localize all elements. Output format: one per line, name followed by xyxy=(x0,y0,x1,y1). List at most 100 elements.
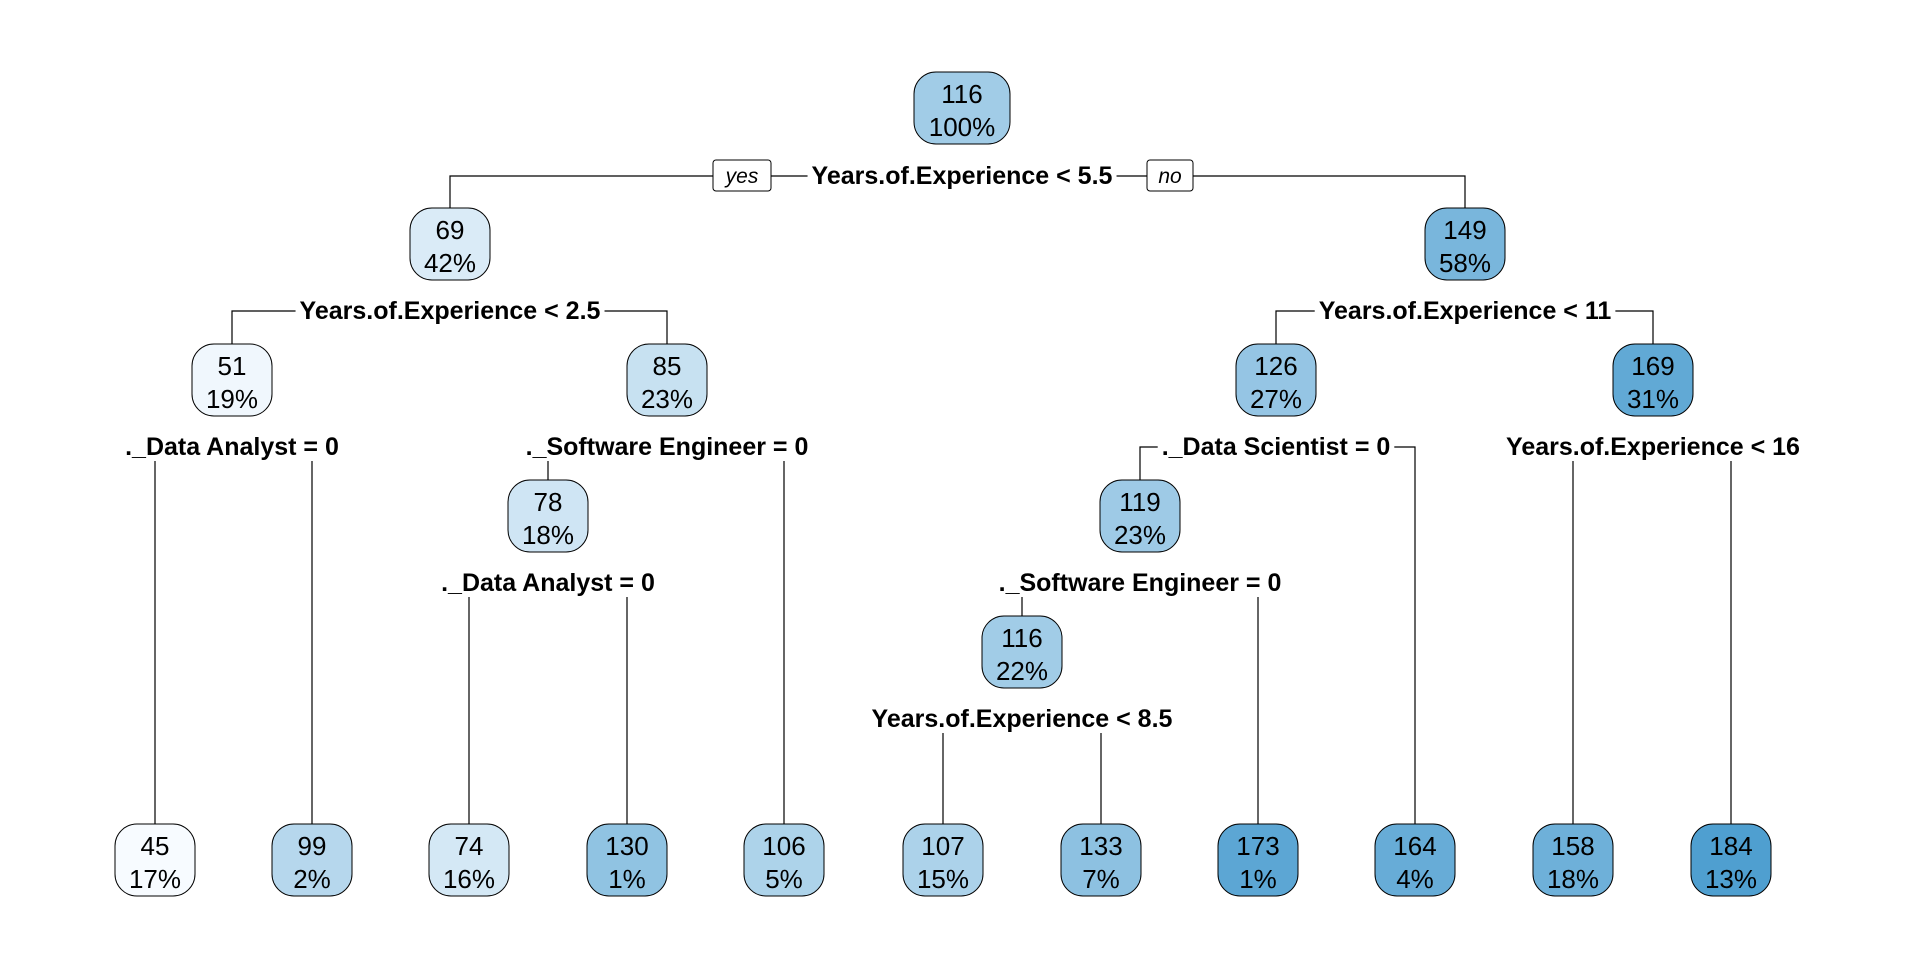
node-box-n2 xyxy=(409,207,491,281)
leaf-l2: 992% xyxy=(271,823,353,897)
node-box-root xyxy=(913,71,1011,145)
split-label-bg-n7 xyxy=(1502,433,1804,461)
split-label-bg-n5 xyxy=(521,433,813,461)
split-label-bg-n4 xyxy=(121,433,343,461)
node-percent-l5: 5% xyxy=(765,864,803,894)
node-percent-n6: 27% xyxy=(1250,384,1302,414)
node-box-n10 xyxy=(507,479,589,553)
edge-n10-l4 xyxy=(548,582,628,824)
split-label-bg-n2 xyxy=(295,297,605,325)
node-value-root: 116 xyxy=(941,79,982,109)
edge-root-n3 xyxy=(962,175,1466,208)
node-value-l1: 45 xyxy=(141,831,170,861)
split-label-bg-n24 xyxy=(867,705,1177,733)
no-label: no xyxy=(1146,159,1194,192)
edge-n4-l1 xyxy=(154,446,232,824)
edge-root-n2 xyxy=(449,175,962,208)
node-value-l4: 130 xyxy=(605,831,648,861)
split-label-bg-n12 xyxy=(994,569,1286,597)
node-value-n10: 78 xyxy=(534,487,563,517)
split-label-n3: Years.of.Experience < 11 xyxy=(1319,297,1612,325)
node-value-l8: 173 xyxy=(1236,831,1279,861)
node-box-n12 xyxy=(1099,479,1181,553)
node-percent-n10: 18% xyxy=(522,520,574,550)
node-percent-l6: 15% xyxy=(917,864,969,894)
node-percent-l1: 17% xyxy=(129,864,181,894)
node-box-n24 xyxy=(981,615,1063,689)
split-label-n10: ._Data Analyst = 0 xyxy=(441,569,655,597)
edge-n12-l8 xyxy=(1140,582,1259,824)
node-percent-l2: 2% xyxy=(293,864,331,894)
node-box-l10 xyxy=(1532,823,1614,897)
edge-n7-l10 xyxy=(1572,446,1653,824)
split-label-n2: Years.of.Experience < 2.5 xyxy=(300,297,601,325)
node-value-l7: 133 xyxy=(1079,831,1122,861)
edge-n4-l2 xyxy=(232,446,313,824)
edge-n5-l5 xyxy=(667,446,785,824)
node-value-n6: 126 xyxy=(1254,351,1297,381)
node-value-l2: 99 xyxy=(298,831,327,861)
node-box-l3 xyxy=(428,823,510,897)
node-box-l2 xyxy=(271,823,353,897)
node-value-l3: 74 xyxy=(455,831,484,861)
node-percent-n5: 23% xyxy=(641,384,693,414)
node-percent-n12: 23% xyxy=(1114,520,1166,550)
node-box-l4 xyxy=(586,823,668,897)
split-label-n6: ._Data Scientist = 0 xyxy=(1162,433,1391,461)
node-box-l11 xyxy=(1690,823,1772,897)
split-label-n12: ._Software Engineer = 0 xyxy=(999,569,1282,597)
node-percent-n7: 31% xyxy=(1627,384,1679,414)
node-percent-n4: 19% xyxy=(206,384,258,414)
node-box-l8 xyxy=(1217,823,1299,897)
node-box-n6 xyxy=(1235,343,1317,417)
node-box-l9 xyxy=(1374,823,1456,897)
edge-n7-l11 xyxy=(1653,446,1732,824)
node-box-n5 xyxy=(626,343,708,417)
node-percent-l7: 7% xyxy=(1082,864,1120,894)
split-label-n5: ._Software Engineer = 0 xyxy=(526,433,809,461)
edge-n24-l6 xyxy=(942,718,1022,824)
node-percent-l9: 4% xyxy=(1396,864,1434,894)
node-box-n4 xyxy=(191,343,273,417)
node-value-n5: 85 xyxy=(653,351,682,381)
node-value-n3: 149 xyxy=(1443,215,1486,245)
edge-n24-l7 xyxy=(1022,718,1102,824)
split-label-n24: Years.of.Experience < 8.5 xyxy=(872,705,1173,733)
node-percent-root: 100% xyxy=(929,112,996,142)
node-box-l6 xyxy=(902,823,984,897)
tree-nodes: 116100%6942%14958%5119%8523%12627%16931%… xyxy=(114,71,1772,897)
node-value-n24: 116 xyxy=(1001,623,1042,653)
split-label-n4: ._Data Analyst = 0 xyxy=(125,433,339,461)
node-box-n7 xyxy=(1612,343,1694,417)
node-percent-l8: 1% xyxy=(1239,864,1277,894)
branch-labels: yes no xyxy=(712,159,1194,192)
split-label-n7: Years.of.Experience < 16 xyxy=(1506,433,1800,461)
node-value-n2: 69 xyxy=(436,215,465,245)
node-percent-n3: 58% xyxy=(1439,248,1491,278)
edge-n10-l3 xyxy=(468,582,548,824)
split-labels: Years.of.Experience < 5.5 Years.of.Experi… xyxy=(121,162,1804,733)
node-percent-l10: 18% xyxy=(1547,864,1599,894)
node-value-l11: 184 xyxy=(1709,831,1752,861)
split-label-bg-n3 xyxy=(1314,297,1616,325)
node-value-l6: 107 xyxy=(921,831,964,861)
node-percent-l4: 1% xyxy=(608,864,646,894)
node-percent-n2: 42% xyxy=(424,248,476,278)
split-label-bg-n10 xyxy=(437,569,659,597)
split-label-root: Years.of.Experience < 5.5 xyxy=(812,162,1113,190)
